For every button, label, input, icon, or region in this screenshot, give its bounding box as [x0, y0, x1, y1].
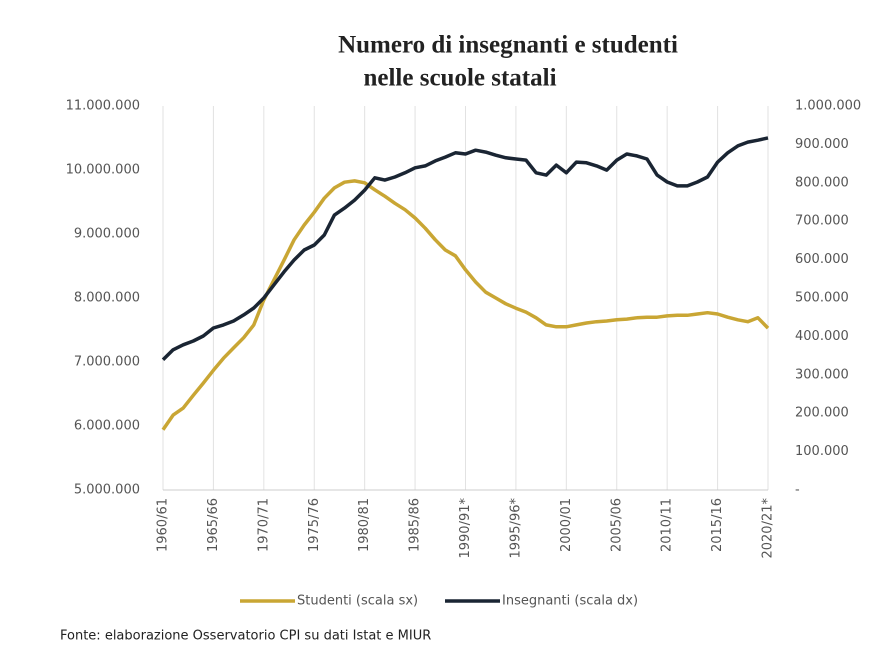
y-tick-label: 6.000.000 — [74, 419, 140, 434]
x-tick-label: 2020/21* — [761, 498, 776, 559]
y-tick-label: 7.000.000 — [74, 355, 140, 370]
x-tick-label: 1960/61 — [156, 498, 171, 552]
y2-tick-label: 200.000 — [795, 406, 849, 421]
y2-tick-label: 400.000 — [795, 329, 849, 344]
y-tick-label: 8.000.000 — [74, 291, 140, 306]
chart-title: nelle scuole statali — [363, 65, 556, 92]
y-tick-label: 11.000.000 — [66, 99, 140, 114]
legend-label: Insegnanti (scala dx) — [502, 594, 638, 609]
x-tick-label: 1980/81 — [357, 498, 372, 552]
y2-tick-label: - — [795, 483, 800, 498]
y2-tick-label: 900.000 — [795, 137, 849, 152]
y2-tick-label: 500.000 — [795, 291, 849, 306]
y2-tick-label: 100.000 — [795, 444, 849, 459]
x-tick-label: 2000/01 — [559, 498, 574, 552]
data-line — [161, 136, 769, 362]
x-tick-label: 1965/66 — [206, 498, 221, 552]
y2-tick-label: 600.000 — [795, 252, 849, 267]
y-tick-label: 5.000.000 — [74, 483, 140, 498]
y2-tick-label: 800.000 — [795, 175, 849, 190]
x-tick-label: 2005/06 — [609, 498, 624, 552]
x-tick-label: 1975/76 — [307, 498, 322, 552]
x-tick-label: 2010/11 — [660, 498, 675, 552]
source-note: Fonte: elaborazione Osservatorio CPI su … — [60, 629, 431, 644]
legend-label: Studenti (scala sx) — [297, 594, 418, 609]
x-tick-label: 1970/71 — [256, 498, 271, 552]
x-tick-label: 1995/96* — [508, 498, 523, 559]
x-tick-label: 1990/91* — [458, 498, 473, 559]
chart-title: Numero di insegnanti e studenti — [338, 32, 678, 59]
x-tick-label: 2015/16 — [710, 498, 725, 552]
y2-tick-label: 700.000 — [795, 214, 849, 229]
y-tick-label: 10.000.000 — [66, 163, 140, 178]
y2-tick-label: 1.000.000 — [795, 99, 861, 114]
y-tick-label: 9.000.000 — [74, 227, 140, 242]
x-tick-label: 1985/86 — [408, 498, 423, 552]
y2-tick-label: 300.000 — [795, 367, 849, 382]
